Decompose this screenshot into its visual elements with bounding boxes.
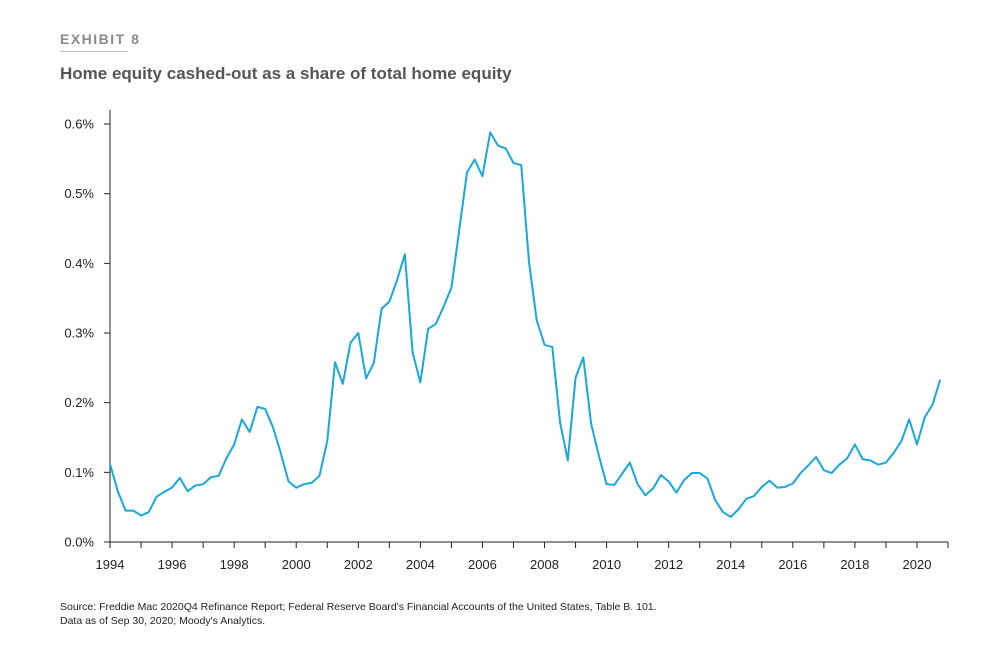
tick-labels: 0.0% 0.1% 0.2% 0.3% 0.4% 0.5% 0.6% 1994 1996 1998… (64, 117, 931, 573)
y-tick-label: 0.6% (64, 117, 94, 132)
exhibit-label: EXHIBIT 8 (60, 31, 141, 47)
x-tick-label: 1994 (96, 557, 125, 572)
exhibit-underline (60, 51, 128, 52)
source-line-1: Source: Freddie Mac 2020Q4 Refinance Rep… (60, 601, 657, 613)
x-tick-label: 2016 (778, 557, 807, 572)
y-tick-label: 0.3% (64, 326, 94, 341)
y-tick-label: 0.0% (64, 535, 94, 550)
axes (104, 110, 949, 548)
x-tick-label: 2018 (840, 557, 869, 572)
x-tick-label: 2000 (282, 557, 311, 572)
x-tick-label: 2004 (406, 557, 435, 572)
line-chart: 0.0% 0.1% 0.2% 0.3% 0.4% 0.5% 0.6% 1994 1996 1998… (64, 110, 949, 573)
series-layer (109, 131, 942, 518)
x-tick-label: 2006 (468, 557, 497, 572)
chart-title: Home equity cashed-out as a share of tot… (60, 64, 512, 83)
y-tick-label: 0.5% (64, 186, 94, 201)
x-tick-label: 2012 (654, 557, 683, 572)
x-tick-label: 1998 (220, 557, 249, 572)
y-tick-label: 0.2% (64, 395, 94, 410)
source-note: Source: Freddie Mac 2020Q4 Refinance Rep… (60, 600, 657, 628)
source-line-2: Data as of Sep 30, 2020; Moody's Analyti… (60, 615, 266, 627)
x-tick-label: 2014 (716, 557, 745, 572)
x-tick-label: 2020 (903, 557, 932, 572)
series-line (109, 131, 942, 518)
x-tick-label: 2010 (592, 557, 621, 572)
x-tick-label: 2002 (344, 557, 373, 572)
x-tick-label: 2008 (530, 557, 559, 572)
y-tick-label: 0.4% (64, 256, 94, 271)
y-tick-label: 0.1% (64, 465, 94, 480)
x-tick-label: 1996 (158, 557, 187, 572)
